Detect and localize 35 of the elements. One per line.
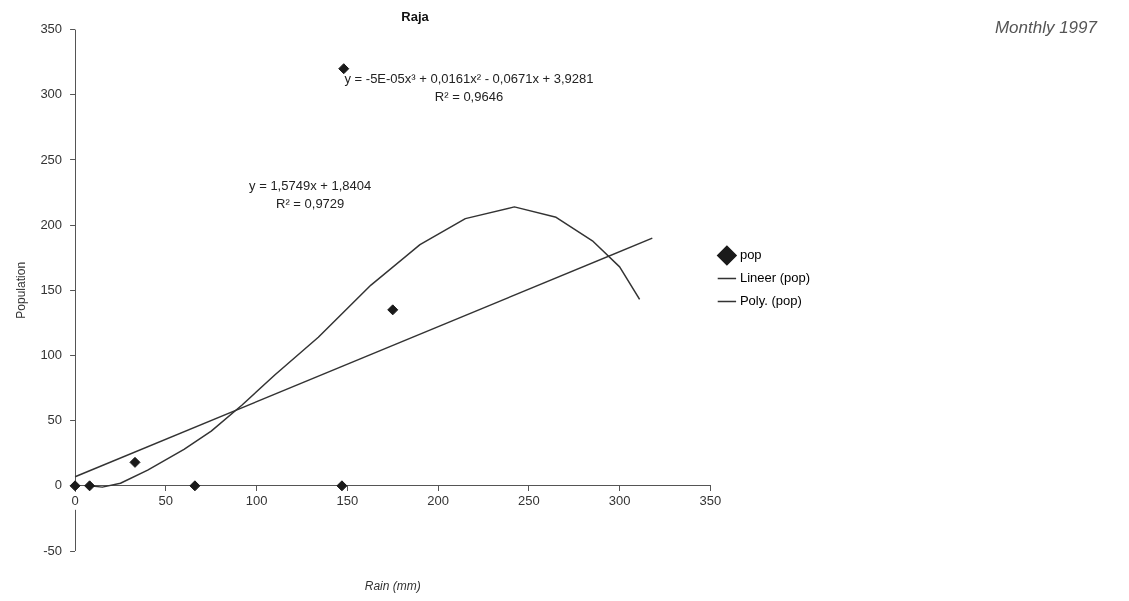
point bbox=[69, 480, 81, 492]
y-tick-label: 100 bbox=[40, 347, 63, 363]
annotation: y = -5E-05x³ + 0,0161x² - 0,0671x + 3,9281 bbox=[344, 70, 594, 86]
point bbox=[387, 304, 399, 316]
y-tick-label: 150 bbox=[40, 281, 63, 297]
x-tick-label: 150 bbox=[336, 493, 359, 509]
text: Monthly 1997 bbox=[994, 18, 1097, 38]
chart-title: Raja bbox=[401, 9, 430, 25]
annotation: y = 1,5749x + 1,8404 bbox=[249, 177, 372, 193]
y-tick-label: 50 bbox=[47, 412, 63, 428]
y-tick-label: 250 bbox=[40, 151, 63, 167]
x-tick-label: 0 bbox=[71, 493, 79, 509]
legend-label: pop bbox=[739, 247, 762, 263]
legend-label: Poly. (pop) bbox=[739, 293, 802, 309]
point bbox=[129, 456, 141, 468]
annotation: R² = 0,9646 bbox=[434, 88, 504, 104]
point bbox=[189, 480, 201, 492]
x-tick-label: 300 bbox=[608, 493, 631, 509]
x-tick-label: 100 bbox=[245, 493, 268, 509]
annotation: R² = 0,9729 bbox=[276, 195, 345, 211]
x-tick-label: 50 bbox=[158, 493, 174, 509]
point bbox=[84, 480, 96, 492]
y-tick-label: 200 bbox=[40, 216, 63, 232]
y-axis-title: Population bbox=[13, 261, 28, 319]
y-tick-label: -50 bbox=[43, 542, 63, 558]
x-tick-label: 250 bbox=[518, 493, 540, 509]
y-tick-label: 0 bbox=[54, 477, 63, 493]
x-tick-label: 200 bbox=[427, 493, 449, 509]
point bbox=[336, 480, 348, 492]
x-tick-label: 350 bbox=[699, 493, 722, 509]
x-axis-title: Rain (mm) bbox=[364, 579, 421, 594]
point bbox=[338, 63, 350, 75]
y-tick-label: 350 bbox=[40, 21, 63, 37]
y-tick-label: 300 bbox=[40, 86, 63, 102]
legend-label: Lineer (pop) bbox=[739, 270, 811, 286]
